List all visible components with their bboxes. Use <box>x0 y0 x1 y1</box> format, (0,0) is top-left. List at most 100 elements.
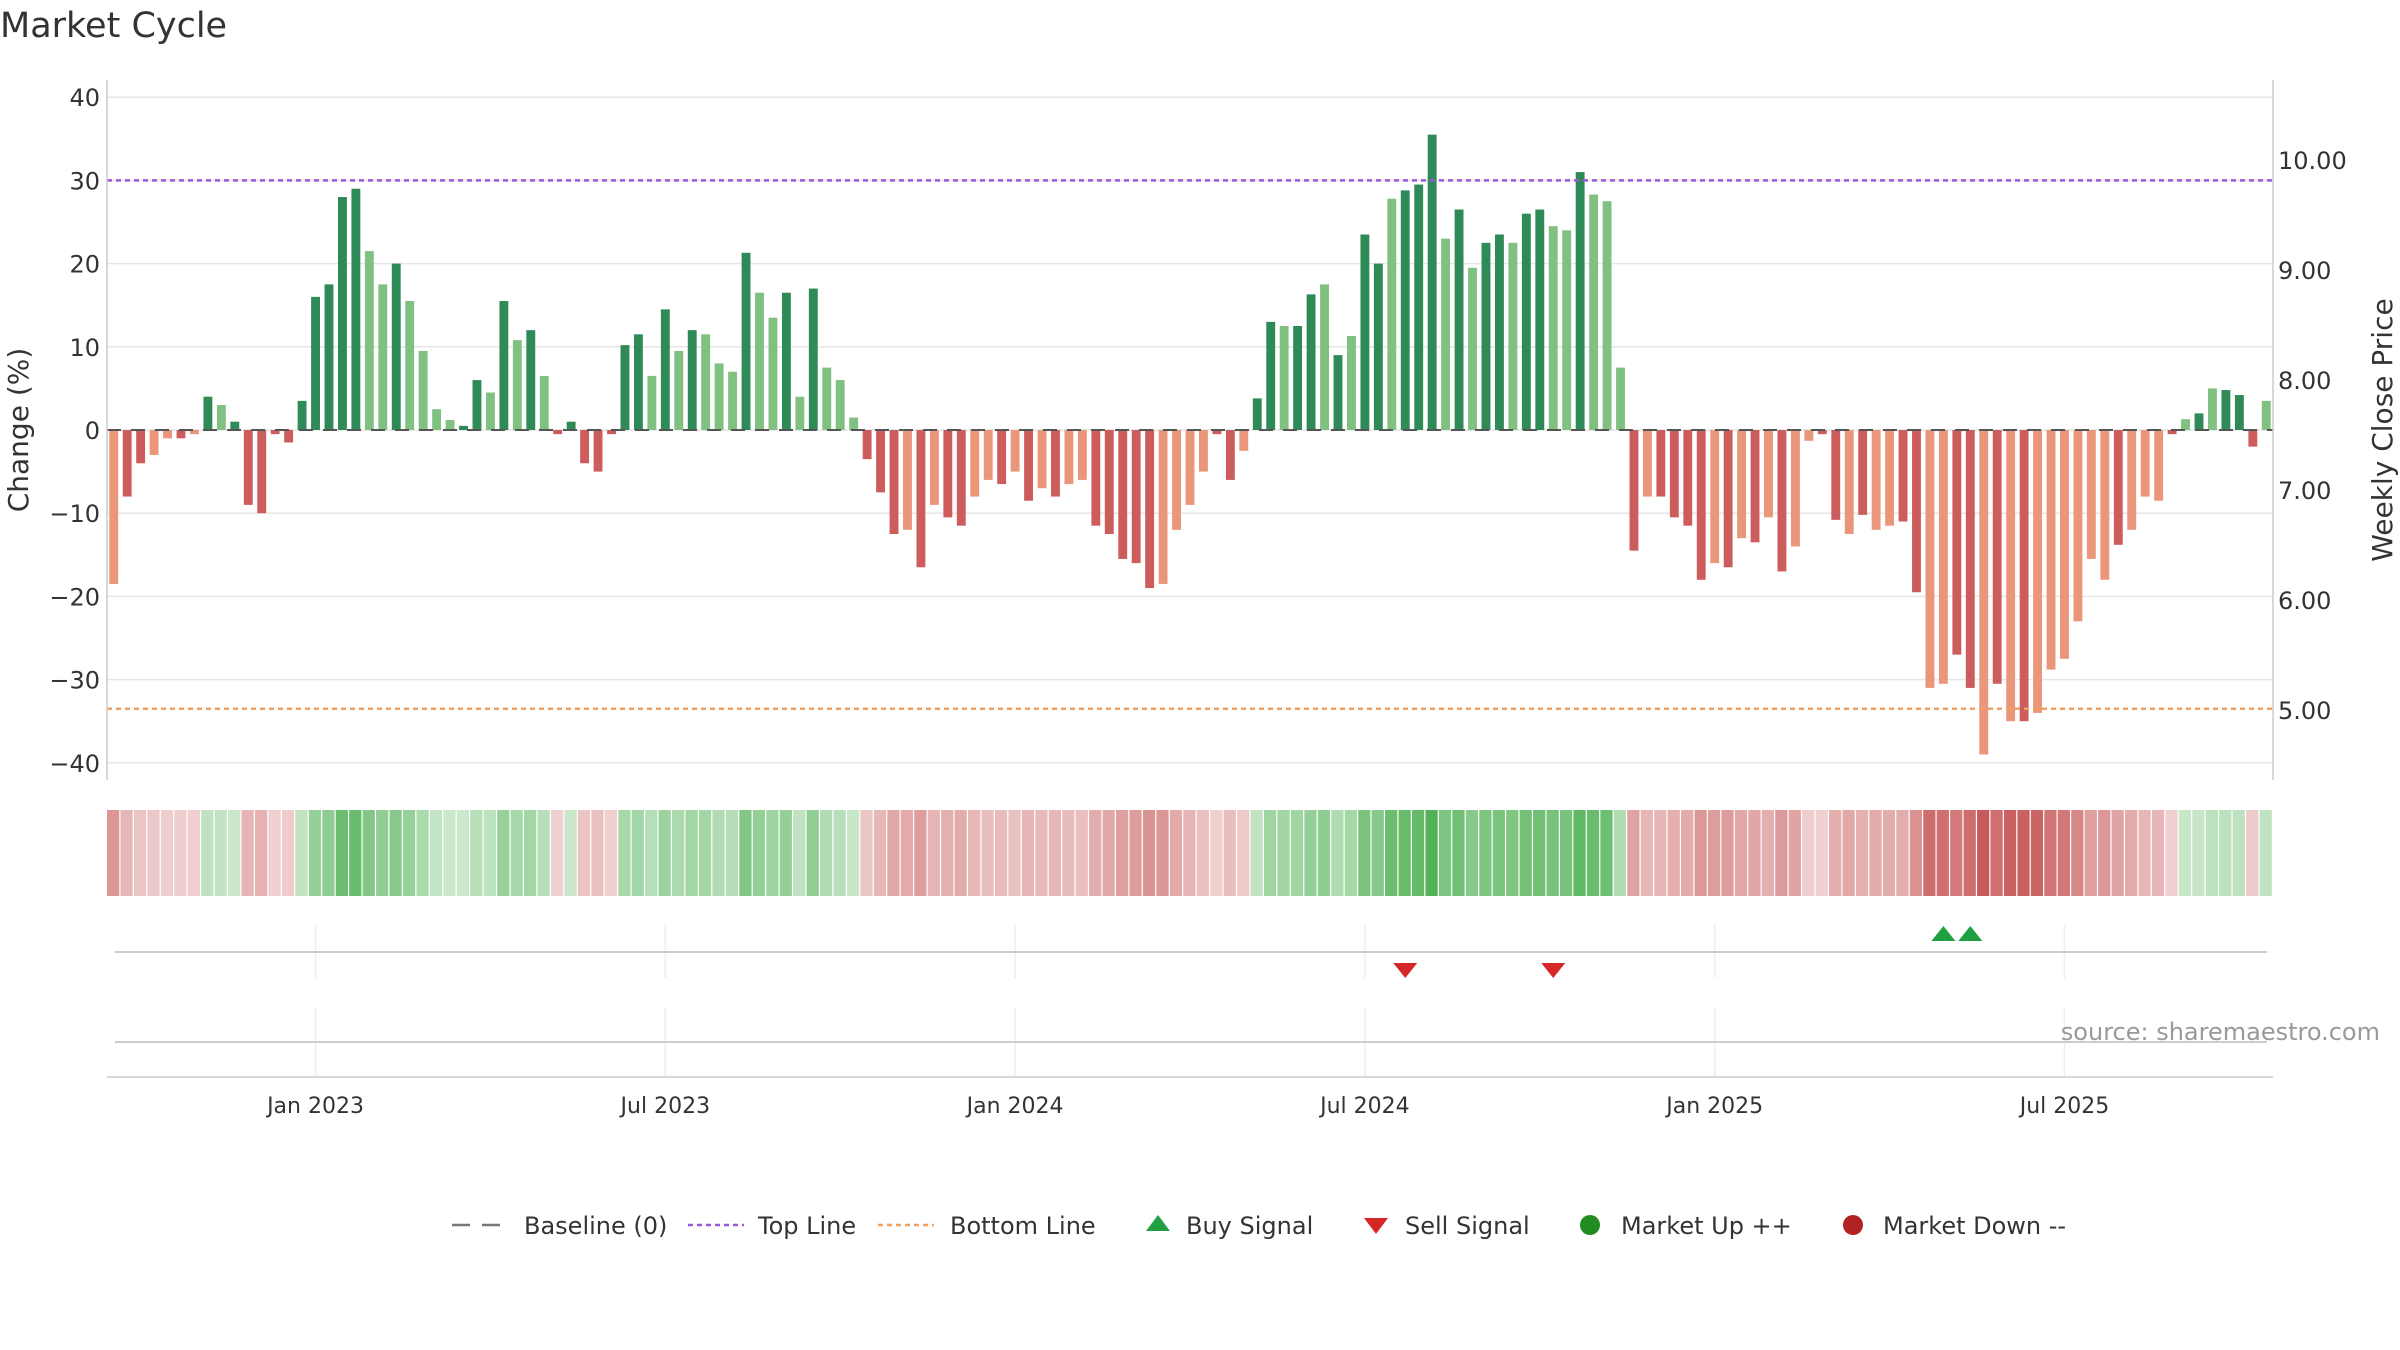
heat-cell <box>322 810 335 896</box>
heat-cell <box>2178 810 2192 896</box>
heat-cell <box>524 810 537 896</box>
bar <box>929 430 939 505</box>
bar <box>364 251 374 430</box>
heat-cell <box>1990 810 2003 896</box>
bar <box>728 371 738 430</box>
heat-cell <box>1761 810 1775 896</box>
bar <box>2167 430 2177 435</box>
heat-cell <box>941 810 954 896</box>
bar <box>687 330 697 430</box>
bar <box>203 396 213 430</box>
bar <box>1952 430 1962 655</box>
bar <box>633 334 643 430</box>
y2-tick-label: 10.00 <box>2278 147 2347 175</box>
bar <box>1683 430 1693 526</box>
heat-cell <box>268 810 281 896</box>
bar <box>1938 430 1948 684</box>
heat-cell <box>1129 810 1142 896</box>
bar <box>2100 430 2110 580</box>
heat-cell <box>2030 810 2044 896</box>
bar <box>485 392 495 430</box>
heat-cell <box>766 810 779 896</box>
bar <box>903 430 912 530</box>
heat-cell <box>1748 810 1761 896</box>
heat-cell <box>820 810 833 896</box>
x-tick-label: Jul 2024 <box>1318 1094 1410 1119</box>
y-tick-label: 40 <box>69 84 100 112</box>
bar <box>2073 430 2083 622</box>
bar <box>499 301 509 430</box>
heat-cell <box>752 810 766 896</box>
heat-cell <box>1667 810 1680 896</box>
heat-cell <box>564 810 577 896</box>
heat-cell <box>1802 810 1815 896</box>
heat-cell <box>1506 810 1519 896</box>
bar <box>122 430 132 497</box>
bar <box>768 317 778 430</box>
bar <box>1925 430 1935 688</box>
bar <box>1051 430 1060 497</box>
bar <box>889 430 899 534</box>
heat-cell <box>1452 810 1465 896</box>
bar <box>970 430 980 497</box>
heat-cell <box>443 810 456 896</box>
momentum-heat-strip <box>107 810 2272 896</box>
bar <box>1239 430 1249 451</box>
heat-cell <box>510 810 523 896</box>
heat-cell <box>2259 810 2272 896</box>
legend-label: Top Line <box>757 1212 856 1240</box>
y2-tick-label: 8.00 <box>2278 367 2331 395</box>
bar <box>1669 430 1679 518</box>
bar <box>2060 430 2069 659</box>
bar <box>526 330 536 430</box>
bar <box>1131 430 1141 564</box>
heat-cell <box>779 810 792 896</box>
bar <box>781 292 791 430</box>
bar <box>243 430 253 505</box>
heat-cell <box>1358 810 1371 896</box>
bar <box>1347 335 1356 430</box>
heat-cell <box>376 810 389 896</box>
heat-cell <box>2138 810 2151 896</box>
bar <box>1562 230 1572 430</box>
heat-cell <box>1842 810 1855 896</box>
heat-cell <box>1640 810 1653 896</box>
heat-cell <box>1371 810 1384 896</box>
heat-cell <box>846 810 860 896</box>
bar <box>1373 263 1383 430</box>
heat-cell <box>1600 810 1613 896</box>
heat-cell <box>1317 810 1331 896</box>
axes: 40 30 20 10 0 −10 −20 −30 −40 10.00 9.00 8.00 7.00 6.… <box>49 80 2347 780</box>
bar <box>1871 430 1881 530</box>
bar <box>1750 430 1760 543</box>
bar <box>1898 430 1908 522</box>
heat-cell <box>2044 810 2057 896</box>
bar <box>566 421 576 430</box>
y-tick-label: −10 <box>49 500 100 528</box>
y2-tick-label: 6.00 <box>2278 587 2331 615</box>
bar <box>1400 190 1410 430</box>
heat-cell <box>793 810 806 896</box>
bar <box>1737 430 1747 539</box>
heat-cell <box>1829 810 1842 896</box>
heat-cell <box>968 810 981 896</box>
bar <box>1858 430 1868 515</box>
bar <box>1118 430 1128 559</box>
heat-cell <box>2125 810 2138 896</box>
heat-cell <box>1533 810 1546 896</box>
bar <box>2046 430 2056 670</box>
legend-label: Buy Signal <box>1186 1212 1313 1240</box>
heat-cell <box>147 810 160 896</box>
heat-cell <box>2017 810 2030 896</box>
heat-cell <box>174 810 187 896</box>
bar <box>2181 419 2190 430</box>
bar <box>1831 430 1841 520</box>
heat-cell <box>1048 810 1061 896</box>
heat-cell <box>1559 810 1573 896</box>
heat-cell <box>1156 810 1169 896</box>
bar <box>1225 430 1235 480</box>
heat-cell <box>873 810 887 896</box>
bar <box>2033 430 2043 713</box>
bar <box>835 380 845 430</box>
